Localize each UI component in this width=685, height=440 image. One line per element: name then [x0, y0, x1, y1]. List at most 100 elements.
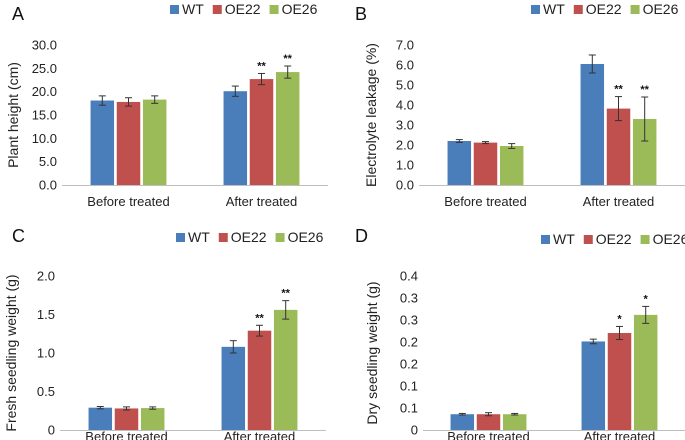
bar-oe26	[502, 414, 527, 430]
y-tick-label: 5.0	[39, 154, 57, 169]
bar-wt	[450, 414, 475, 430]
significance-marker: **	[281, 288, 290, 300]
bar-oe22	[247, 330, 272, 430]
legend-label-oe22: OE22	[231, 229, 267, 245]
bar-oe26	[632, 119, 657, 185]
y-tick-label: 0.1	[400, 379, 418, 394]
bar-oe22	[473, 142, 498, 185]
panel-label: C	[12, 226, 25, 246]
y-tick-label: 0	[48, 423, 55, 438]
significance-marker: **	[283, 53, 292, 65]
bar-oe26	[633, 314, 658, 430]
y-axis-label: Plant height (cm)	[5, 62, 21, 168]
significance-marker: **	[257, 60, 266, 72]
y-tick-label: 1.5	[37, 307, 55, 322]
y-axis-label: Dry seedling weight (g)	[364, 281, 380, 424]
y-tick-label: 5.0	[396, 78, 414, 93]
bar-wt	[88, 407, 113, 430]
panel-label: B	[355, 4, 367, 24]
bar-oe26	[142, 99, 167, 185]
category-label: Before treated	[87, 194, 169, 209]
legend-label-oe26: OE26	[653, 231, 685, 247]
y-tick-label: 4.0	[396, 98, 414, 113]
bar-oe26	[499, 146, 524, 185]
legend-swatch-wt	[176, 233, 185, 242]
y-tick-label: 0.1	[400, 401, 418, 416]
legend-swatch-oe22	[573, 5, 583, 14]
bar-oe26	[140, 408, 165, 430]
y-tick-label: 6.0	[396, 58, 414, 73]
y-tick-label: 0.2	[400, 335, 418, 350]
y-axis-label: Fresh seedling weight (g)	[3, 274, 19, 431]
category-label: After treated	[226, 194, 298, 209]
significance-marker: **	[255, 312, 264, 324]
legend-label-wt: WT	[182, 1, 204, 17]
panel-c: C Fresh seedling weight (g) 0 0.5 1.0 1.5 2.0 B…	[3, 226, 326, 440]
bar-oe22	[249, 79, 274, 185]
bar-oe22	[476, 414, 501, 430]
legend-swatch-oe26	[275, 233, 285, 242]
legend-label-oe22: OE22	[596, 231, 632, 247]
bar-wt	[581, 341, 606, 430]
category-label: After treated	[583, 194, 655, 209]
panel-b: B Electrolyte leakage (%) 0.0 1.0 2.0 3.0 4.0 5…	[355, 1, 685, 209]
legend-swatch-wt	[531, 5, 540, 14]
bar-oe26	[273, 309, 298, 430]
y-tick-label: 2.0	[396, 138, 414, 153]
y-tick-label: 0.0	[396, 178, 414, 193]
panel-d: D Dry seedling weight (g) 0 0.1 0.1 0.2 0.2 0.3…	[355, 226, 685, 440]
legend-swatch-oe22	[583, 235, 593, 244]
y-tick-label: 20.0	[32, 84, 57, 99]
legend-label-wt: WT	[543, 1, 565, 17]
y-tick-label: 15.0	[32, 108, 57, 123]
legend-swatch-wt	[170, 5, 179, 14]
bar-oe22	[114, 408, 139, 430]
y-tick-label: 0.5	[37, 384, 55, 399]
bar-wt	[90, 100, 115, 185]
panel-a: A Plant height (cm) 0.0 5.0 10.0 15.0 20.0 25.0…	[5, 1, 328, 209]
legend-label-oe26: OE26	[288, 229, 324, 245]
y-tick-label: 0.3	[400, 291, 418, 306]
y-tick-label: 0.2	[400, 357, 418, 372]
panel-label: D	[355, 226, 368, 246]
significance-marker: **	[640, 84, 649, 96]
y-tick-label: 0.4	[400, 269, 418, 284]
y-tick-label: 3.0	[396, 118, 414, 133]
legend-swatch-oe26	[630, 5, 640, 14]
y-tick-label: 1.0	[37, 346, 55, 361]
legend-swatch-wt	[541, 235, 550, 244]
y-tick-label: 25.0	[32, 61, 57, 76]
category-label: Before treated	[447, 429, 529, 440]
bar-wt	[447, 141, 472, 185]
category-label: After treated	[584, 429, 656, 440]
panel-label: A	[12, 4, 24, 24]
y-tick-label: 30.0	[32, 38, 57, 53]
bar-wt	[223, 91, 248, 185]
legend-label-wt: WT	[188, 229, 210, 245]
bar-oe22	[606, 108, 631, 185]
legend-swatch-oe22	[212, 5, 222, 14]
significance-marker: *	[617, 313, 622, 325]
legend-label-wt: WT	[553, 231, 575, 247]
bar-wt	[221, 346, 246, 430]
bar-oe22	[607, 332, 632, 430]
y-tick-label: 0	[411, 423, 418, 438]
y-tick-label: 10.0	[32, 131, 57, 146]
category-label: Before treated	[85, 429, 167, 440]
y-tick-label: 7.0	[396, 38, 414, 53]
bar-oe22	[116, 101, 141, 185]
significance-marker: **	[614, 84, 623, 96]
y-axis-label: Electrolyte leakage (%)	[363, 43, 379, 187]
legend-swatch-oe26	[269, 5, 279, 14]
significance-marker: *	[644, 293, 649, 305]
legend-label-oe26: OE26	[282, 1, 318, 17]
legend-swatch-oe22	[218, 233, 228, 242]
category-label: After treated	[224, 429, 296, 440]
bar-wt	[580, 64, 605, 185]
y-tick-label: 0.3	[400, 313, 418, 328]
y-tick-label: 1.0	[396, 158, 414, 173]
legend-label-oe22: OE22	[225, 1, 261, 17]
y-tick-label: 2.0	[37, 269, 55, 284]
legend-swatch-oe26	[640, 235, 650, 244]
